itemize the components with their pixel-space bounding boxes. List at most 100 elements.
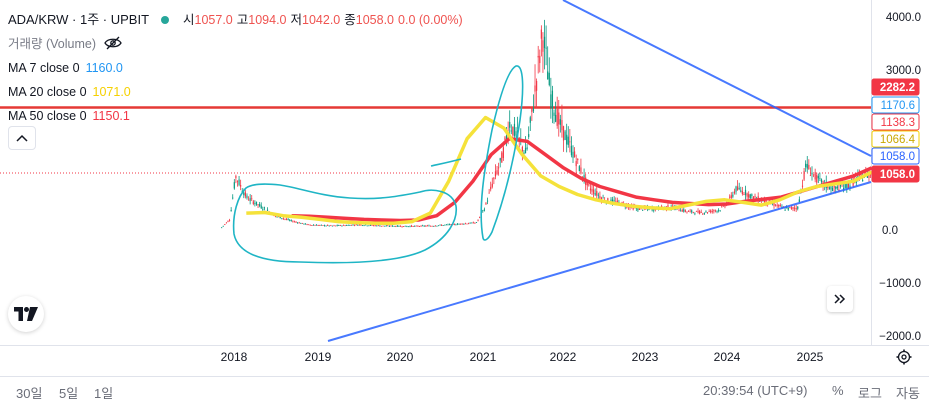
candle-body xyxy=(738,188,740,190)
candle-body xyxy=(637,207,639,211)
candle-body xyxy=(263,207,265,209)
candle-body xyxy=(347,224,349,226)
time-axis[interactable]: 2018 2019 2020 2021 2022 2023 2024 2025 xyxy=(221,350,824,364)
time-tick: 2022 xyxy=(550,350,577,364)
candle-body xyxy=(504,137,506,141)
candle-body xyxy=(684,210,686,212)
candle-body xyxy=(580,167,582,174)
candle-body xyxy=(494,171,497,177)
ma50-value: 1150.1 xyxy=(92,109,130,123)
candle-body xyxy=(225,222,228,224)
close-label: 종 xyxy=(344,13,356,27)
candle-body xyxy=(559,119,561,125)
low-label: 저 xyxy=(290,13,303,27)
candle-body xyxy=(744,189,747,196)
candle-body xyxy=(287,219,289,220)
ma50-row[interactable]: MA 50 close 0 1150.1 xyxy=(8,104,463,128)
candle-body xyxy=(689,210,691,212)
candle-body xyxy=(401,226,403,228)
candle-body xyxy=(868,173,870,178)
candle-body xyxy=(445,224,447,226)
candle-body xyxy=(836,186,838,189)
auto-scale-toggle[interactable]: 자동 xyxy=(896,386,920,401)
candle-body xyxy=(730,195,732,198)
candle-body xyxy=(831,187,834,192)
candle-body xyxy=(461,223,463,225)
candle-body xyxy=(415,225,417,227)
candle-body xyxy=(808,164,810,170)
candle-body xyxy=(784,209,786,211)
brush-drawing-loop[interactable] xyxy=(480,65,524,241)
candle-body xyxy=(333,225,335,227)
candle-body xyxy=(486,200,489,202)
candle-body xyxy=(801,185,804,187)
candle-body xyxy=(529,117,531,123)
time-tick: 2021 xyxy=(470,350,497,364)
candle-body xyxy=(790,207,793,209)
upper-trendline-drawing[interactable] xyxy=(562,0,872,157)
ma7-row[interactable]: MA 7 close 0 1160.0 xyxy=(8,56,463,80)
candle-body xyxy=(765,199,767,204)
candle-body xyxy=(846,183,848,188)
candle-body xyxy=(259,204,261,206)
eye-hidden-icon[interactable] xyxy=(104,36,122,53)
candle-body xyxy=(548,72,550,86)
price-tick: 0.0 xyxy=(882,225,898,237)
candle-body xyxy=(488,192,490,194)
candle-body xyxy=(781,206,783,208)
log-scale-toggle[interactable]: 로그 xyxy=(858,386,882,401)
tradingview-logo[interactable] xyxy=(8,296,44,332)
range-1d-button[interactable]: 1일 xyxy=(94,386,114,401)
candle-body xyxy=(399,226,402,227)
price-axis-labels: 2282.2 1170.6 1138.3 1066.4 1058.0 1058.0 xyxy=(871,78,920,183)
collapse-legend-button[interactable] xyxy=(8,126,36,150)
candle-body xyxy=(306,224,308,225)
chart-settings-button[interactable] xyxy=(895,348,913,366)
ma20-value: 1071.0 xyxy=(92,85,131,99)
clock-timezone[interactable]: 20:39:54 (UTC+9) xyxy=(703,383,808,398)
candle-body xyxy=(491,183,493,187)
candle-body xyxy=(274,215,277,217)
candle-body xyxy=(613,200,615,202)
candle-body xyxy=(706,212,709,214)
ma20-row[interactable]: MA 20 close 0 1071.0 xyxy=(8,80,463,104)
lower-trendline-drawing[interactable] xyxy=(327,181,872,342)
volume-row[interactable]: 거래량 (Volume) xyxy=(8,32,463,56)
candle-body xyxy=(844,182,846,188)
candle-body xyxy=(540,29,542,39)
candle-body xyxy=(407,226,410,228)
candle-body xyxy=(578,166,580,172)
candle-body xyxy=(483,209,485,211)
candle-body xyxy=(547,71,549,80)
candle-body xyxy=(809,175,812,177)
price-label-box xyxy=(871,96,920,114)
price-label-box xyxy=(871,147,920,165)
candle-body xyxy=(395,226,397,228)
scroll-to-realtime-button[interactable] xyxy=(827,286,853,312)
brush-drawing-stroke[interactable] xyxy=(430,158,462,167)
range-30d-button[interactable]: 30일 xyxy=(16,386,43,401)
price-axis[interactable]: 4000.0 3000.0 0.0 −1000.0 −2000.0 xyxy=(879,12,921,343)
candle-body xyxy=(379,225,381,227)
candle-body xyxy=(447,224,449,226)
candle-body xyxy=(304,223,307,225)
candle-body xyxy=(431,225,433,227)
candle-body xyxy=(737,186,739,191)
symbol-row[interactable]: ADA/KRW · 1주 · UPBIT 시 1057.0 고 1094.0 저 10… xyxy=(8,8,463,32)
candle-body xyxy=(505,135,508,141)
range-5d-button[interactable]: 5일 xyxy=(59,386,79,401)
symbol-title[interactable]: ADA/KRW · 1주 · UPBIT xyxy=(8,12,150,27)
candle-body xyxy=(339,225,341,226)
time-tick: 2025 xyxy=(797,350,824,364)
candle-body xyxy=(869,174,872,176)
brush-drawing-ellipse[interactable] xyxy=(232,183,457,264)
candle-body xyxy=(583,175,585,181)
candle-body xyxy=(222,225,224,227)
candle-body xyxy=(680,210,682,212)
percent-scale-toggle[interactable]: % xyxy=(832,383,844,398)
candle-body xyxy=(433,226,435,227)
candle-body xyxy=(570,145,573,156)
candle-body xyxy=(453,224,455,225)
candlestick-series xyxy=(221,19,872,229)
